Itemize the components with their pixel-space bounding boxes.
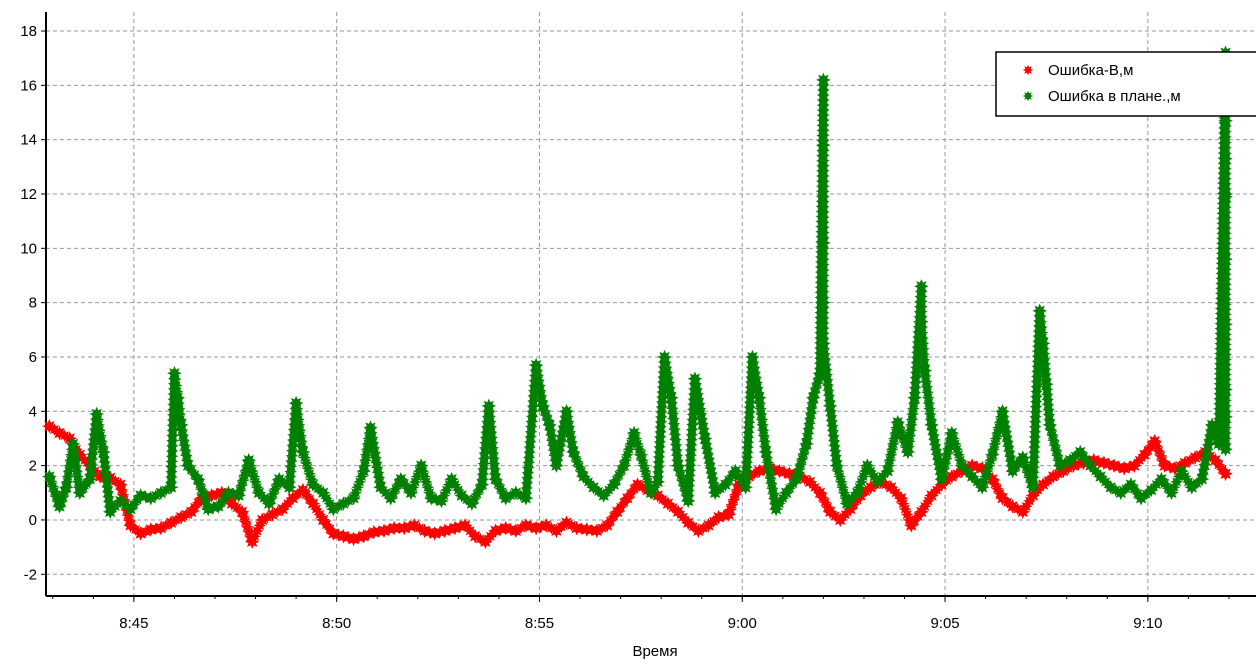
x-tick-label: 9:05 — [930, 615, 959, 632]
x-tick-label: 9:10 — [1133, 615, 1162, 632]
y-tick-label: 18 — [20, 23, 37, 40]
y-tick-label: 16 — [20, 77, 37, 94]
x-tick-label: 8:50 — [322, 615, 351, 632]
y-tick-label: 10 — [20, 240, 37, 257]
data-point — [1218, 442, 1233, 457]
y-tick-label: 6 — [29, 349, 37, 366]
x-tick-label: 8:45 — [119, 615, 148, 632]
y-tick-label: 14 — [20, 132, 37, 149]
grid-lines — [46, 12, 1256, 596]
data-point — [1218, 466, 1233, 482]
x-axis-title: Время — [632, 643, 677, 660]
y-tick-label: 4 — [29, 403, 37, 420]
legend-entry-1: Ошибка-В,м — [1048, 62, 1133, 79]
series-2 — [42, 45, 1233, 520]
legend-marker — [1022, 64, 1034, 76]
axes — [41, 12, 1256, 602]
legend: Ошибка-В,м Ошибка в плане.,м — [995, 51, 1256, 117]
legend-box — [995, 51, 1256, 117]
y-tick-label: 12 — [20, 186, 37, 203]
legend-marker — [1022, 90, 1034, 102]
y-tick-label: 0 — [29, 512, 37, 529]
y-tick-label: 8 — [29, 295, 37, 312]
x-tick-label: 9:00 — [728, 615, 757, 632]
legend-entry-2: Ошибка в плане.,м — [1048, 88, 1181, 105]
series-layer — [42, 45, 1233, 549]
y-tick-label: -2 — [24, 566, 37, 583]
tick-labels: -2 0 2 4 6 8 10 12 14 16 18 8:45 8:50 8:55 9:00 9:05 9:1… — [20, 23, 1162, 632]
y-tick-label: 2 — [29, 458, 37, 475]
x-tick-label: 8:55 — [525, 615, 554, 632]
